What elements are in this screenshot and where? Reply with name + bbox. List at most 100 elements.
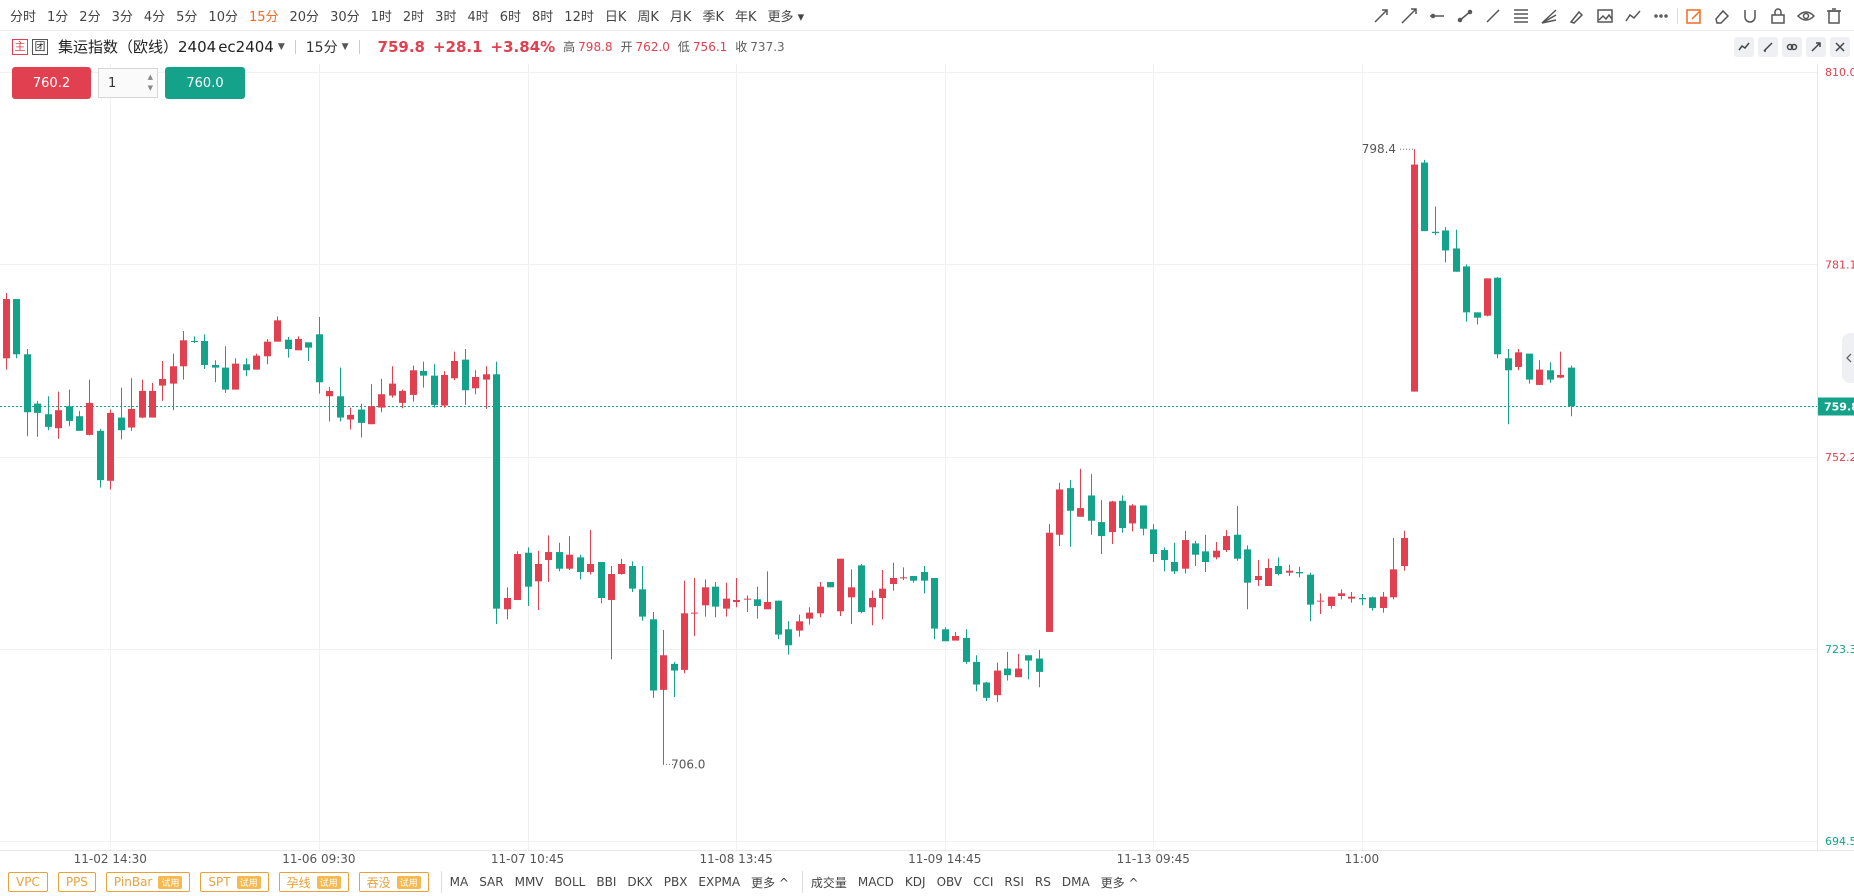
candle-body bbox=[1056, 489, 1063, 535]
chevron-down-icon[interactable]: ▼ bbox=[277, 41, 285, 52]
period-item[interactable]: 2时 bbox=[402, 9, 425, 25]
period-item[interactable]: 年K bbox=[734, 9, 757, 25]
extended-line-icon[interactable] bbox=[1395, 0, 1423, 31]
period-item[interactable]: 季K bbox=[702, 9, 724, 25]
candle-body bbox=[347, 414, 354, 420]
spinner-arrows-icon[interactable]: ▲ ▼ bbox=[147, 73, 153, 92]
main-indicator-item[interactable]: MA bbox=[449, 875, 469, 889]
period-item[interactable]: 更多 ▾ bbox=[767, 9, 805, 25]
x-tick-label: 11:00 bbox=[1345, 852, 1380, 866]
main-indicator-item[interactable]: BOLL bbox=[554, 875, 586, 889]
trend-line-icon[interactable] bbox=[1451, 0, 1479, 31]
period-item[interactable]: 4时 bbox=[467, 9, 489, 25]
magnet-icon[interactable] bbox=[1736, 0, 1764, 31]
pattern-tool-button[interactable]: PinBar 试用 bbox=[105, 872, 191, 892]
period-item[interactable]: 周K bbox=[637, 9, 659, 25]
candle-body bbox=[1494, 277, 1501, 355]
sub-indicator-item[interactable]: OBV bbox=[936, 875, 963, 889]
period-item[interactable]: 30分 bbox=[330, 9, 360, 25]
brush-icon[interactable] bbox=[1563, 0, 1591, 31]
period-item[interactable]: 12时 bbox=[564, 9, 594, 25]
candle-body bbox=[681, 613, 688, 670]
sub-indicator-item[interactable]: CCI bbox=[973, 875, 994, 889]
main-indicator-item[interactable]: PBX bbox=[663, 875, 688, 889]
close-icon[interactable] bbox=[1830, 36, 1850, 57]
candlestick-chart[interactable]: 798.4 706.0 810.0 781.1 752.2 723.3 694.5 759.8… bbox=[0, 0, 1854, 868]
symbol-name[interactable]: 集运指数（欧线）2404 bbox=[58, 38, 217, 56]
sub-indicator-item[interactable]: MACD bbox=[857, 875, 894, 889]
quantity-stepper[interactable]: 1 ▲ ▼ bbox=[98, 68, 158, 98]
main-indicator-item[interactable]: 更多 ^ bbox=[751, 875, 789, 890]
main-indicator-item[interactable]: SAR bbox=[479, 875, 504, 889]
sell-button[interactable]: 760.2 bbox=[12, 67, 91, 99]
candle-body bbox=[775, 600, 782, 635]
pattern-tool-button[interactable]: SPT 试用 bbox=[200, 872, 269, 892]
candle-body bbox=[170, 366, 177, 384]
candle-body bbox=[1234, 534, 1241, 559]
period-item[interactable]: 4分 bbox=[143, 9, 166, 25]
sub-indicator-item[interactable]: RSI bbox=[1004, 875, 1024, 889]
pattern-tool-button[interactable]: PPS bbox=[57, 872, 96, 892]
candle-body bbox=[358, 409, 365, 423]
period-item[interactable]: 3时 bbox=[435, 9, 457, 25]
more-icon[interactable] bbox=[1647, 0, 1675, 31]
eye-icon[interactable] bbox=[1792, 0, 1820, 31]
fibonacci-fan-icon[interactable] bbox=[1535, 0, 1563, 31]
main-indicator-item[interactable]: BBI bbox=[596, 875, 617, 889]
horizontal-line-icon[interactable] bbox=[1423, 0, 1451, 31]
period-item[interactable]: 3分 bbox=[111, 9, 133, 25]
sub-indicator-item[interactable]: KDJ bbox=[904, 875, 926, 889]
sub-indicator-item[interactable]: 更多 ^ bbox=[1100, 875, 1139, 890]
main-indicator-item[interactable]: DKX bbox=[627, 875, 653, 889]
period-item[interactable]: 日K bbox=[604, 9, 627, 25]
lock-icon[interactable] bbox=[1764, 0, 1792, 31]
main-indicator-item[interactable]: EXPMA bbox=[698, 875, 741, 889]
candle-body bbox=[1161, 550, 1168, 561]
image-icon[interactable] bbox=[1591, 0, 1619, 31]
candle-body bbox=[1432, 231, 1439, 234]
period-item[interactable]: 1分 bbox=[47, 9, 69, 25]
draw-mode-icon[interactable] bbox=[1680, 0, 1708, 31]
candle-body bbox=[1505, 358, 1512, 371]
period-item[interactable]: 6时 bbox=[499, 9, 522, 25]
pattern-tool-button[interactable]: 吞没 试用 bbox=[358, 872, 429, 892]
pattern-tool-button[interactable]: VPC bbox=[8, 872, 48, 892]
compare-icon[interactable] bbox=[1782, 36, 1802, 57]
eraser-icon[interactable] bbox=[1708, 0, 1736, 31]
period-item[interactable]: 20分 bbox=[289, 9, 320, 25]
period-item[interactable]: 5分 bbox=[176, 9, 198, 25]
buy-button[interactable]: 760.0 bbox=[165, 67, 245, 99]
side-panel-toggle[interactable] bbox=[1842, 333, 1854, 383]
candle-body bbox=[1004, 668, 1011, 676]
candle-body bbox=[253, 355, 260, 370]
period-item[interactable]: 8时 bbox=[532, 9, 554, 25]
last-price: 759.8 bbox=[377, 37, 425, 56]
pen-icon[interactable] bbox=[1758, 36, 1778, 57]
period-item[interactable]: 分时 bbox=[10, 9, 37, 25]
fibonacci-retracement-icon[interactable] bbox=[1507, 0, 1535, 31]
sub-indicator-item[interactable]: 成交量 bbox=[810, 875, 847, 890]
candle-body bbox=[869, 597, 876, 608]
ray-line-icon[interactable] bbox=[1367, 0, 1395, 31]
candle-body bbox=[848, 587, 855, 598]
fullscreen-icon[interactable] bbox=[1806, 36, 1826, 57]
sub-indicator-item[interactable]: DMA bbox=[1061, 875, 1090, 889]
period-item[interactable]: 2分 bbox=[79, 9, 101, 25]
period-item[interactable]: 10分 bbox=[208, 9, 238, 25]
candle-body bbox=[1453, 248, 1460, 272]
segment-icon[interactable] bbox=[1479, 0, 1507, 31]
indicator-settings-icon[interactable] bbox=[1734, 36, 1754, 57]
interval-selector[interactable]: 15分 bbox=[305, 39, 338, 56]
sub-indicator-item[interactable]: RS bbox=[1034, 875, 1051, 889]
period-item[interactable]: 15分 bbox=[248, 9, 279, 25]
pattern-tool-label: PinBar bbox=[113, 875, 153, 889]
period-item[interactable]: 月K bbox=[669, 9, 692, 25]
symbol-code[interactable]: ec2404 bbox=[218, 37, 274, 56]
path-icon[interactable] bbox=[1619, 0, 1647, 31]
trash-icon[interactable] bbox=[1820, 0, 1848, 31]
period-item[interactable]: 1时 bbox=[370, 9, 392, 25]
candle-body bbox=[232, 363, 239, 390]
main-indicator-item[interactable]: MMV bbox=[514, 875, 544, 889]
pattern-tool-button[interactable]: 孕线 试用 bbox=[278, 872, 349, 892]
chevron-down-icon[interactable]: ▼ bbox=[341, 41, 349, 52]
